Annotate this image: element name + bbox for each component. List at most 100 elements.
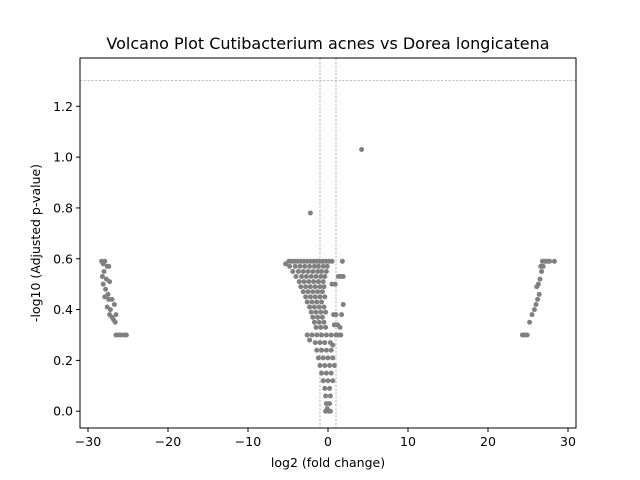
data-point (314, 299, 320, 305)
data-point (311, 319, 317, 325)
data-point (320, 355, 326, 361)
data-point (325, 355, 331, 361)
data-point (312, 284, 318, 290)
data-point (328, 347, 334, 353)
data-point (330, 378, 336, 384)
data-point (309, 299, 315, 305)
data-point (320, 378, 326, 384)
data-point (100, 281, 106, 287)
data-point (303, 294, 309, 300)
data-point (109, 296, 115, 302)
data-point (340, 274, 346, 280)
data-point (335, 332, 341, 338)
x-tick-label: 30 (560, 434, 576, 449)
data-point (339, 312, 345, 318)
y-tick-label: 0.8 (53, 200, 73, 215)
data-point (320, 279, 326, 285)
data-point (304, 332, 310, 338)
data-point (359, 146, 365, 152)
data-point (295, 268, 301, 274)
chart-title: Volcano Plot Cutibacterium acnes vs Dore… (106, 34, 549, 53)
data-point (307, 337, 313, 343)
data-point (533, 302, 539, 307)
data-point (333, 312, 339, 318)
data-point (322, 340, 328, 346)
data-point (308, 274, 314, 280)
y-tick-label: 0.6 (53, 251, 73, 266)
data-point (314, 347, 320, 353)
data-point (323, 393, 329, 399)
data-point (310, 268, 316, 274)
data-point (322, 362, 328, 368)
data-point (317, 340, 323, 346)
y-axis-ticks: 0.0 0.2 0.4 0.6 0.8 1.0 1.2 (53, 99, 80, 419)
data-point (327, 385, 333, 391)
data-point (337, 324, 343, 330)
data-point (319, 370, 325, 376)
data-point (321, 284, 327, 290)
data-point (307, 304, 313, 310)
data-point (536, 291, 542, 297)
data-point (327, 408, 333, 414)
data-point (309, 332, 315, 338)
data-point (332, 281, 338, 287)
data-point (311, 263, 317, 269)
data-point (323, 347, 329, 353)
data-point (111, 302, 117, 307)
data-point (318, 309, 324, 315)
data-point (330, 342, 336, 348)
data-point (330, 355, 336, 361)
data-point (106, 263, 112, 269)
data-point (317, 284, 323, 290)
data-point (316, 304, 322, 310)
data-point (305, 268, 311, 274)
data-point (327, 362, 333, 368)
data-point (322, 274, 328, 280)
data-point (319, 299, 325, 305)
data-point (290, 268, 296, 274)
data-point (311, 304, 317, 310)
data-point (537, 276, 543, 282)
data-point (296, 279, 302, 285)
data-point (314, 332, 320, 338)
data-point (313, 274, 319, 280)
data-point (540, 263, 546, 269)
x-tick-label: 0 (324, 434, 332, 449)
data-point (317, 362, 323, 368)
data-point (551, 258, 557, 264)
data-point (320, 263, 326, 269)
data-point (303, 284, 309, 290)
data-point (312, 294, 318, 300)
data-point (339, 258, 345, 264)
y-tick-label: 0.0 (53, 404, 73, 419)
data-point (103, 286, 109, 292)
y-tick-label: 1.0 (53, 150, 73, 165)
data-point (123, 332, 129, 338)
data-point (322, 385, 328, 391)
data-point (319, 332, 325, 338)
data-point (318, 274, 324, 280)
data-point (323, 268, 329, 274)
data-point (325, 378, 331, 384)
data-point (323, 408, 329, 414)
data-point (99, 274, 105, 280)
data-point (547, 258, 553, 264)
data-point (308, 309, 314, 315)
data-point (329, 258, 335, 264)
data-point (321, 319, 327, 325)
data-point (315, 263, 321, 269)
data-point (527, 319, 533, 325)
data-point (323, 332, 329, 338)
x-tick-label: 10 (400, 434, 416, 449)
x-tick-label: −10 (235, 434, 261, 449)
data-point (328, 370, 334, 376)
x-tick-label: −30 (75, 434, 101, 449)
data-point (313, 324, 319, 330)
data-point (311, 279, 317, 285)
data-point (324, 263, 330, 269)
data-point (107, 307, 113, 313)
data-point (298, 284, 304, 290)
data-point (107, 279, 113, 285)
data-point (327, 393, 333, 399)
data-point (307, 263, 313, 269)
